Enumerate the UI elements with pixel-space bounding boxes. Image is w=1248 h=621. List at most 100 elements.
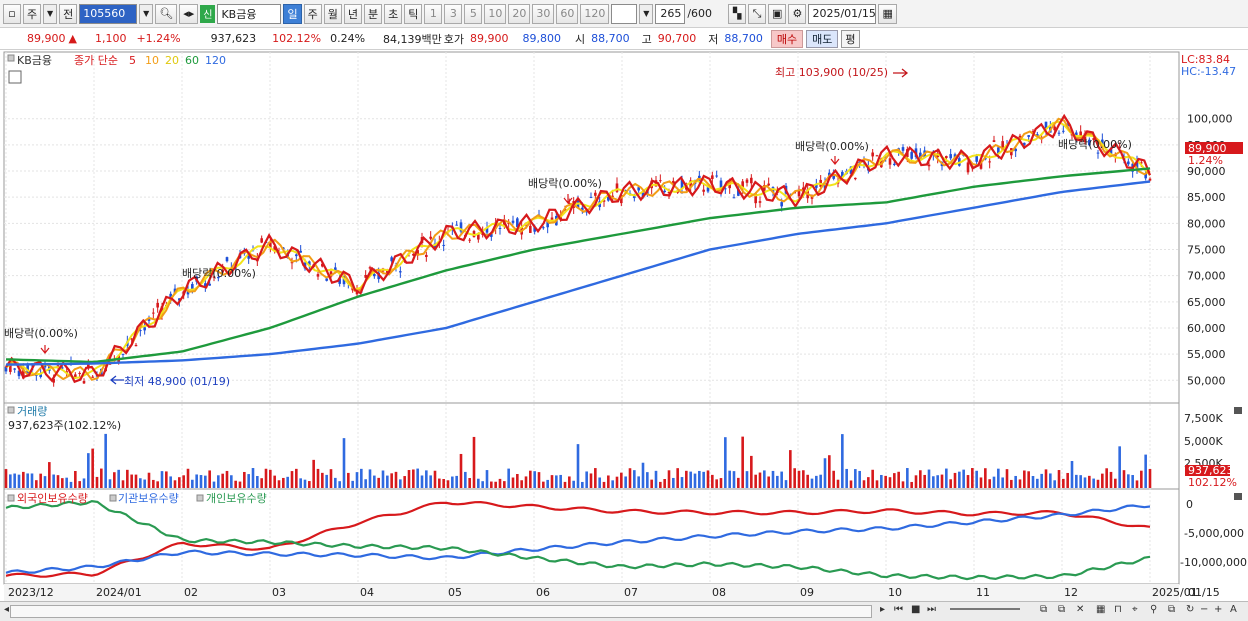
candle-body bbox=[659, 180, 662, 182]
period-tick-button[interactable]: 틱 bbox=[404, 3, 423, 24]
period-week-button[interactable]: 주 bbox=[303, 3, 322, 24]
volume-bar bbox=[373, 475, 376, 488]
interval-20-button[interactable]: 20 bbox=[508, 3, 531, 24]
candle-body bbox=[797, 190, 801, 197]
copy-icon[interactable]: ⧉ bbox=[1168, 604, 1176, 615]
interval-5-button[interactable]: 5 bbox=[464, 3, 483, 24]
count-max-label: /600 bbox=[687, 7, 713, 20]
period-minute-button[interactable]: 분 bbox=[363, 3, 383, 24]
chevron-down-icon[interactable]: ▼ bbox=[43, 3, 58, 24]
volume-bar bbox=[325, 474, 328, 488]
select-icon[interactable]: ⌖ bbox=[1132, 604, 1138, 615]
volume-bar bbox=[1014, 475, 1017, 488]
volume-bar bbox=[52, 474, 55, 488]
code-dropdown-icon[interactable]: ▼ bbox=[139, 3, 154, 24]
window-menu-icon[interactable]: ▫ bbox=[3, 3, 21, 24]
volume-bar bbox=[927, 469, 931, 488]
volume-bar bbox=[832, 470, 835, 488]
price-tag-value: 89,900 bbox=[1188, 142, 1227, 155]
magnet-icon[interactable]: ⊓ bbox=[1114, 604, 1122, 615]
reset-icon[interactable]: ↻ bbox=[1186, 604, 1195, 615]
interval-dropdown-icon[interactable]: ▼ bbox=[639, 3, 654, 24]
chart-tools-icon[interactable]: ▚ bbox=[728, 3, 747, 24]
draw-line-icon[interactable]: ⤡ bbox=[748, 3, 767, 24]
stock-name-field[interactable]: KB금융 bbox=[217, 3, 282, 24]
volume-bar bbox=[940, 474, 944, 488]
period-day-button[interactable]: 일 bbox=[283, 3, 302, 24]
candle-body bbox=[273, 246, 276, 251]
scroll-left-icon[interactable]: ◂ bbox=[4, 604, 10, 615]
candle-body bbox=[875, 155, 879, 157]
high-annotation: 최고 103,900 (10/25) bbox=[775, 66, 888, 79]
volume-bar bbox=[269, 469, 272, 488]
volume-bar bbox=[1031, 476, 1035, 488]
jump-end-icon[interactable]: ⏭ bbox=[927, 604, 936, 615]
interval-unit-select[interactable]: 주 bbox=[23, 3, 42, 24]
legend-ma-60: 60 bbox=[185, 54, 199, 67]
candle-body bbox=[342, 276, 346, 285]
zoom-slider[interactable] bbox=[950, 608, 1020, 610]
save-icon[interactable]: ▣ bbox=[768, 3, 787, 24]
sell-button[interactable]: 매도 bbox=[806, 29, 839, 48]
interval-30-button[interactable]: 30 bbox=[532, 3, 555, 24]
interval-1-button[interactable]: 1 bbox=[424, 3, 443, 24]
interval-60-button[interactable]: 60 bbox=[556, 3, 579, 24]
volume-bar bbox=[581, 481, 584, 488]
period-month-button[interactable]: 월 bbox=[323, 3, 342, 24]
price-tick-9: 55,000 bbox=[1187, 348, 1226, 361]
buy-button[interactable]: 매수 bbox=[770, 29, 804, 48]
crosshair-icon[interactable]: ✕ bbox=[1076, 604, 1085, 615]
horizontal-scrollbar[interactable] bbox=[10, 605, 872, 618]
count-input[interactable]: 265 bbox=[655, 3, 686, 24]
candle-body bbox=[468, 239, 471, 241]
candle-body bbox=[719, 180, 723, 191]
interval-10-button[interactable]: 10 bbox=[484, 3, 507, 24]
prev-button[interactable]: 전 bbox=[59, 3, 78, 24]
low-arrow-icon bbox=[109, 375, 124, 385]
evaluate-button[interactable]: 평 bbox=[841, 29, 860, 48]
volume-bar bbox=[533, 471, 536, 488]
volume-bar bbox=[624, 476, 627, 488]
candle-body bbox=[325, 278, 328, 281]
x-label-9: 09 bbox=[800, 586, 814, 599]
interval-3-button[interactable]: 3 bbox=[444, 3, 463, 24]
candle-body bbox=[758, 201, 762, 203]
volume-bar bbox=[637, 476, 640, 488]
candle-body bbox=[815, 183, 818, 188]
volume-bar bbox=[342, 438, 346, 488]
layout-icon[interactable]: ⧉ bbox=[1040, 604, 1048, 615]
font-size-icon[interactable]: A bbox=[1230, 604, 1237, 615]
speaker-icon[interactable]: ◂▸ bbox=[179, 3, 199, 24]
zoom-icon[interactable]: ⚲ bbox=[1150, 604, 1158, 615]
volume-bar bbox=[919, 470, 922, 488]
dividend-label-5: 배당락(0.00%) bbox=[1058, 138, 1132, 151]
volume-bar bbox=[1079, 475, 1082, 488]
candle-body bbox=[316, 274, 320, 277]
chart-area[interactable]: KB금융 종가 단순 5 10 20 60 120 LC:83.84 HC:-1… bbox=[0, 50, 1248, 601]
table-view-icon[interactable] bbox=[8, 70, 22, 84]
scroll-right-icon[interactable]: ▸ bbox=[880, 604, 886, 615]
volume-bar bbox=[355, 472, 359, 488]
calendar-icon[interactable]: ▦ bbox=[878, 3, 897, 24]
panel-close-icon[interactable] bbox=[1234, 407, 1242, 414]
volume-bar bbox=[737, 477, 740, 488]
interval-120-button[interactable]: 120 bbox=[580, 3, 610, 24]
custom-interval-input[interactable] bbox=[611, 3, 638, 24]
zoom-out-icon[interactable]: − bbox=[1200, 604, 1209, 615]
stock-code-input[interactable]: 105560 bbox=[79, 3, 138, 24]
panel-close-icon[interactable] bbox=[1234, 493, 1242, 500]
stop-icon[interactable]: ■ bbox=[911, 604, 921, 615]
search-icon[interactable]: 🔍︎ bbox=[155, 3, 178, 24]
zoom-in-icon[interactable]: + bbox=[1214, 604, 1223, 615]
volume-bar bbox=[455, 475, 458, 488]
period-second-button[interactable]: 초 bbox=[384, 3, 403, 24]
jump-start-icon[interactable]: ⏮ bbox=[894, 604, 903, 615]
period-year-button[interactable]: 년 bbox=[343, 3, 362, 24]
quote-bar: 89,900 ▲ 1,100 +1.24% 937,623 102.12% 0.… bbox=[0, 28, 1248, 50]
candle-body bbox=[308, 261, 311, 266]
grid-icon[interactable]: ▦ bbox=[1096, 604, 1106, 615]
chart-svg[interactable]: KB금융 종가 단순 5 10 20 60 120 LC:83.84 HC:-1… bbox=[0, 50, 1248, 601]
date-input[interactable]: 2025/01/15 bbox=[808, 3, 877, 24]
gear-icon[interactable]: ⚙ bbox=[788, 3, 807, 24]
layout-icon-2[interactable]: ⧉ bbox=[1058, 604, 1066, 615]
